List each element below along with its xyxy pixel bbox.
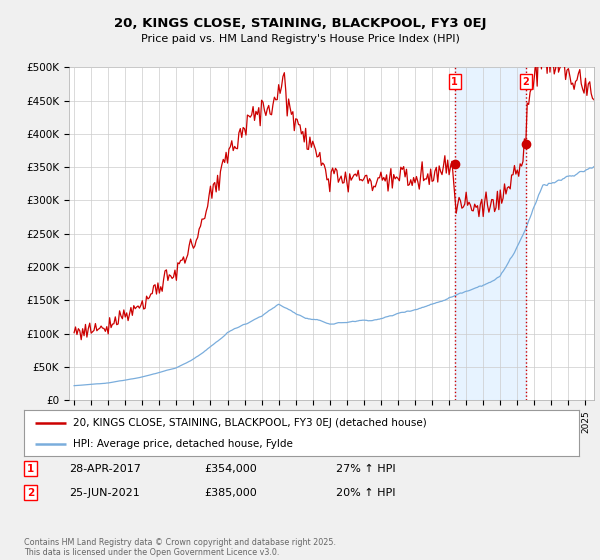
Text: 25-JUN-2021: 25-JUN-2021	[69, 488, 140, 498]
Text: £385,000: £385,000	[204, 488, 257, 498]
Bar	[455, 67, 526, 400]
Text: 27% ↑ HPI: 27% ↑ HPI	[336, 464, 395, 474]
Text: Contains HM Land Registry data © Crown copyright and database right 2025.
This d: Contains HM Land Registry data © Crown c…	[24, 538, 336, 557]
Text: 20, KINGS CLOSE, STAINING, BLACKPOOL, FY3 0EJ (detached house): 20, KINGS CLOSE, STAINING, BLACKPOOL, FY…	[73, 418, 427, 428]
Text: 1: 1	[27, 464, 34, 474]
Text: 1: 1	[451, 77, 458, 87]
Text: £354,000: £354,000	[204, 464, 257, 474]
Text: 20% ↑ HPI: 20% ↑ HPI	[336, 488, 395, 498]
Text: 2: 2	[523, 77, 529, 87]
Text: Price paid vs. HM Land Registry's House Price Index (HPI): Price paid vs. HM Land Registry's House …	[140, 34, 460, 44]
Text: 2: 2	[27, 488, 34, 498]
Text: 28-APR-2017: 28-APR-2017	[69, 464, 141, 474]
Text: HPI: Average price, detached house, Fylde: HPI: Average price, detached house, Fyld…	[73, 439, 293, 449]
Text: 20, KINGS CLOSE, STAINING, BLACKPOOL, FY3 0EJ: 20, KINGS CLOSE, STAINING, BLACKPOOL, FY…	[114, 17, 486, 30]
